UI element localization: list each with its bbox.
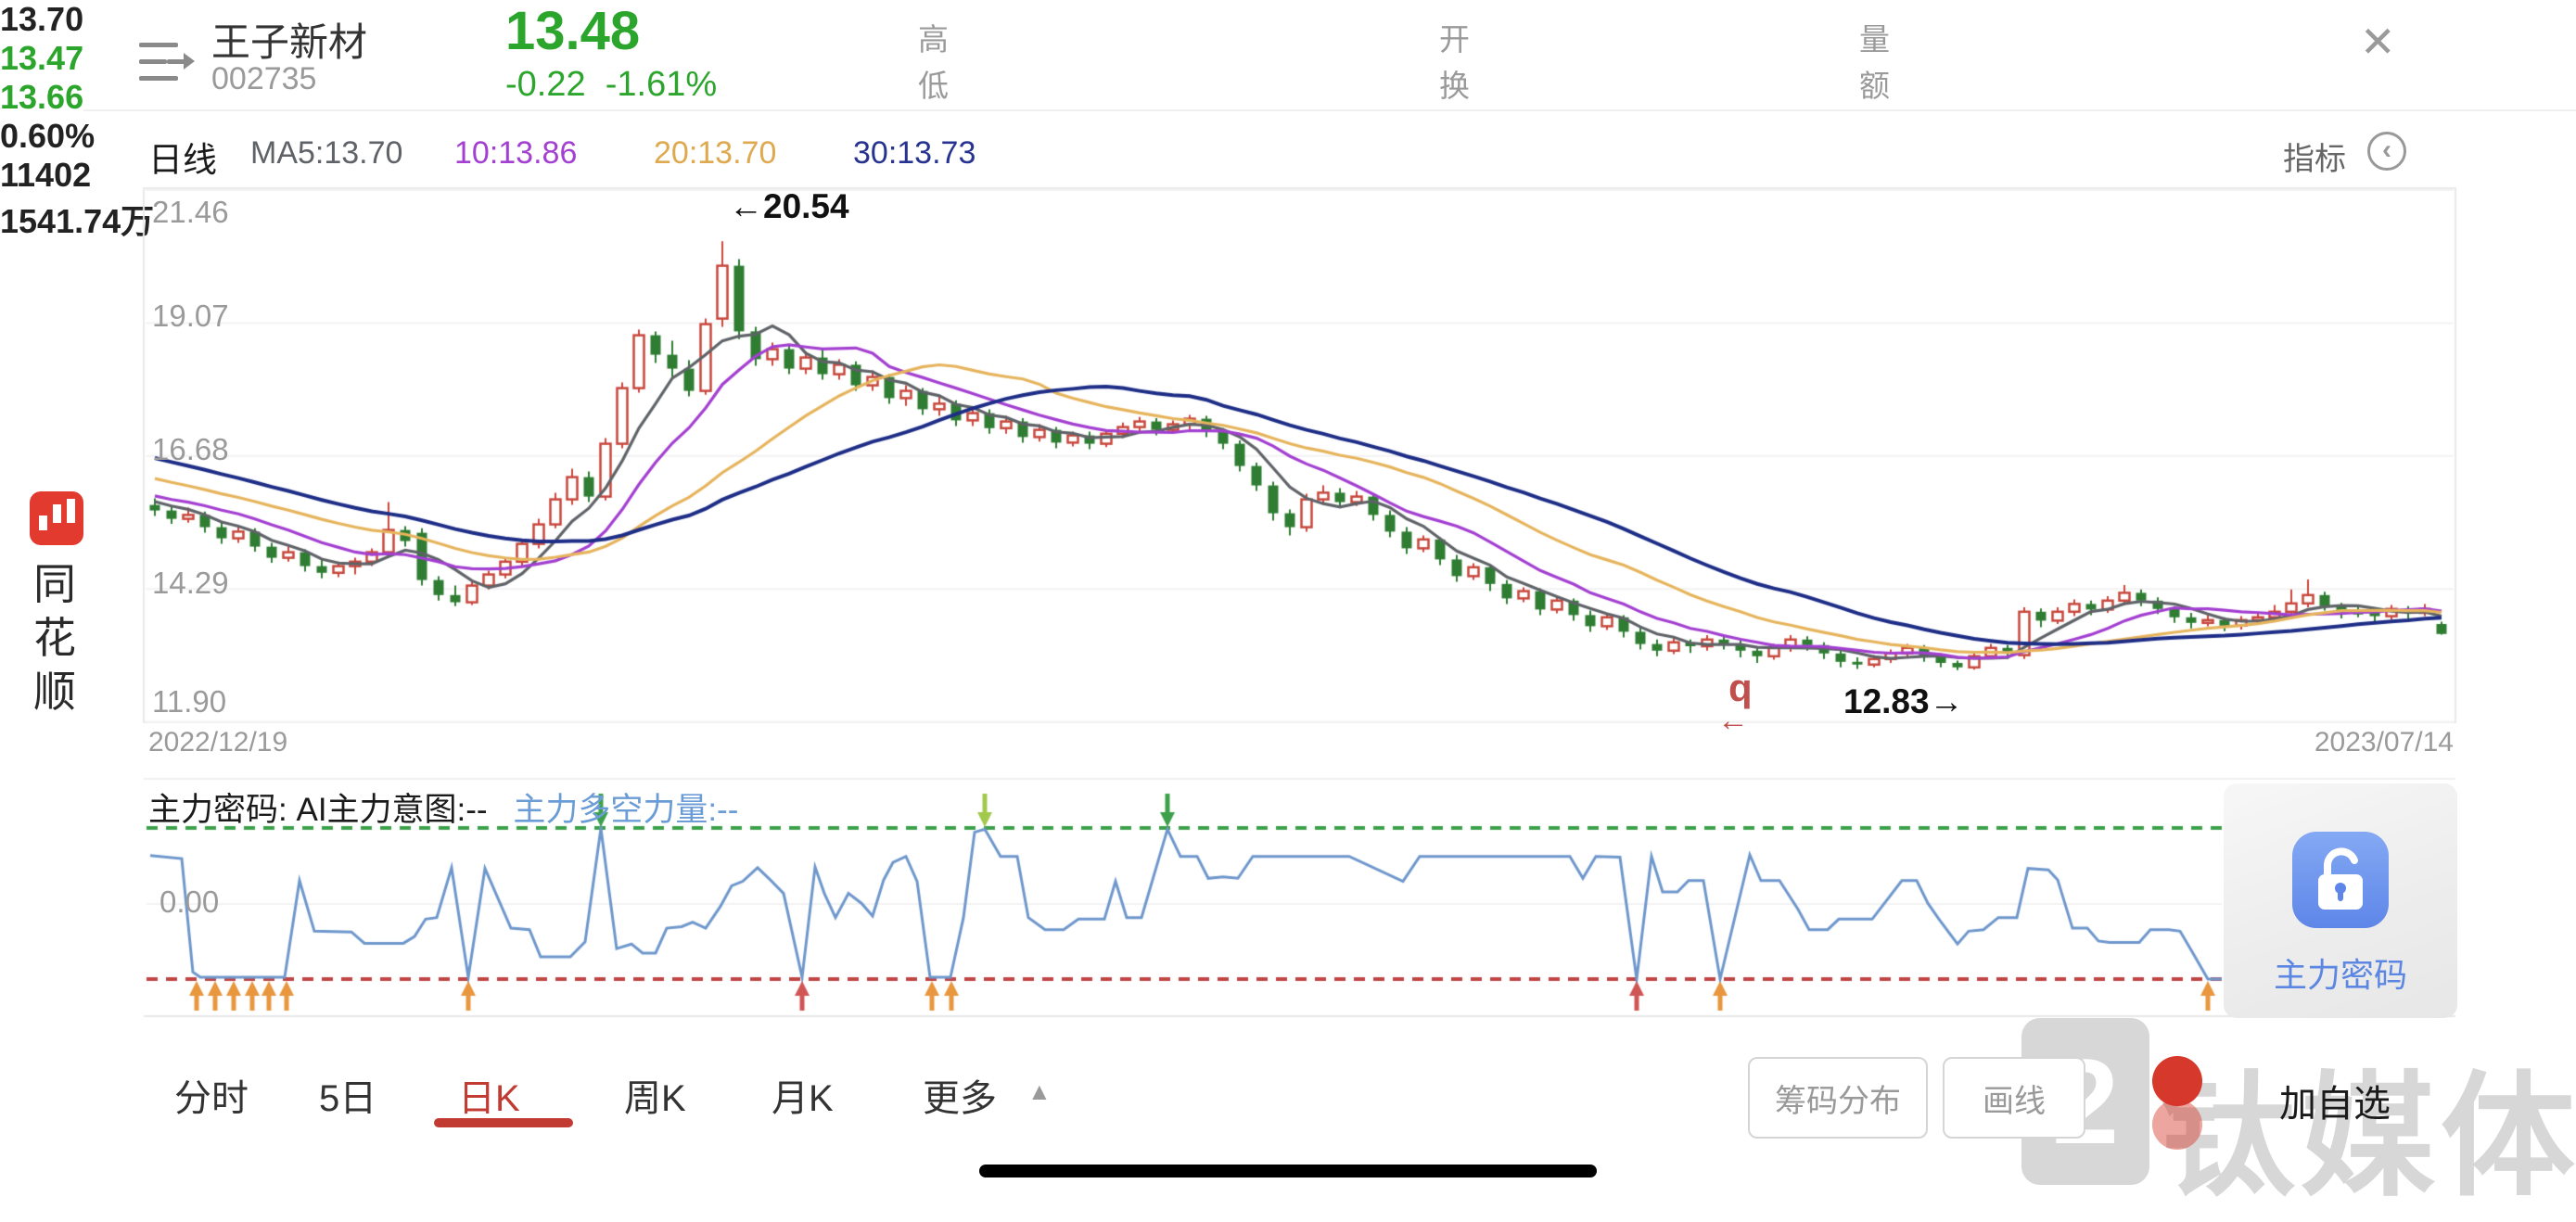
more-triangle-icon[interactable]: ▲ bbox=[1027, 1077, 1052, 1105]
stat-label-amount: 额 bbox=[1859, 69, 1890, 103]
ma5-legend: MA5:13.70 bbox=[250, 135, 403, 171]
tab-minute[interactable]: 分时 bbox=[174, 1078, 249, 1119]
price-change: -0.22 -1.61% bbox=[505, 65, 718, 104]
y-tick-2: 19.07 bbox=[152, 299, 229, 333]
stock-name: 王子新材 bbox=[211, 20, 368, 64]
annotation-period-high: ←20.54 bbox=[729, 187, 849, 225]
tab-monthly-k[interactable]: 月K bbox=[772, 1078, 834, 1119]
chip-distribution-button[interactable]: 筹码分布 bbox=[1748, 1057, 1928, 1139]
sub-zero-label: 0.00 bbox=[159, 885, 220, 919]
unlock-icon[interactable] bbox=[2292, 832, 2389, 928]
tab-weekly-k[interactable]: 周K bbox=[624, 1078, 686, 1119]
lock-overlay-label: 主力密码 bbox=[2273, 956, 2407, 994]
ai-intent-label: AI主力意图:-- bbox=[296, 792, 488, 828]
signal-q-marker: q bbox=[1728, 666, 1753, 709]
stat-label-turnover: 换 bbox=[1439, 69, 1470, 103]
y-tick-5: 11.90 bbox=[152, 684, 227, 719]
stock-code: 002735 bbox=[211, 61, 317, 96]
tmtpost-red-dot bbox=[2152, 1056, 2202, 1106]
y-tick-1: 21.46 bbox=[152, 195, 229, 229]
tmtpost-watermark-text: 钛媒体 bbox=[2161, 1062, 2576, 1212]
tab-daily-k[interactable]: 日K bbox=[458, 1078, 520, 1119]
indicator-collapse-icon[interactable]: ‹ bbox=[2367, 132, 2406, 171]
stat-label-high: 高 bbox=[918, 22, 949, 57]
add-watchlist-button[interactable]: 加自选 bbox=[2279, 1084, 2391, 1125]
main-force-lock-overlay[interactable]: 主力密码 bbox=[2224, 783, 2457, 1018]
ma10-legend: 10:13.86 bbox=[454, 135, 578, 171]
annotation-period-low: 12.83→ bbox=[1843, 682, 1964, 720]
ma20-legend: 20:13.70 bbox=[654, 135, 777, 171]
x-axis-end-date: 2023/07/14 bbox=[2314, 727, 2454, 757]
indicator-button[interactable]: 指标 bbox=[2283, 142, 2346, 177]
signal-q-arrow-icon: ← bbox=[1717, 703, 1749, 738]
sidebar-char-1: 同 bbox=[33, 560, 76, 608]
draw-line-button[interactable]: 画线 bbox=[1943, 1057, 2085, 1139]
tmtpost-red-dot-shadow bbox=[2152, 1100, 2202, 1150]
y-tick-3: 16.68 bbox=[152, 432, 229, 466]
y-tick-4: 14.29 bbox=[152, 566, 229, 600]
stat-label-open: 开 bbox=[1439, 22, 1470, 57]
x-axis-start-date: 2022/12/19 bbox=[148, 727, 288, 757]
long-short-power-link[interactable]: 主力多空力量:-- bbox=[513, 792, 739, 828]
stat-label-volume: 量 bbox=[1859, 22, 1890, 57]
kline-chart-canvas[interactable] bbox=[0, 0, 2576, 1190]
sidebar-char-2: 花 bbox=[33, 614, 76, 662]
tab-more[interactable]: 更多 bbox=[923, 1078, 997, 1119]
selected-tab-underline bbox=[434, 1118, 573, 1127]
current-price: 13.48 bbox=[505, 1, 641, 61]
sub-indicator-title: 主力密码: AI主力意图:-- 主力多空力量:-- bbox=[148, 792, 739, 828]
sidebar-char-3: 顺 bbox=[33, 668, 76, 716]
ma30-legend: 30:13.73 bbox=[853, 135, 976, 171]
close-icon[interactable]: ✕ bbox=[2360, 18, 2396, 66]
home-indicator bbox=[979, 1165, 1597, 1177]
period-label[interactable]: 日线 bbox=[148, 141, 217, 179]
stat-label-low: 低 bbox=[918, 69, 949, 103]
tab-5day[interactable]: 5日 bbox=[319, 1078, 377, 1119]
